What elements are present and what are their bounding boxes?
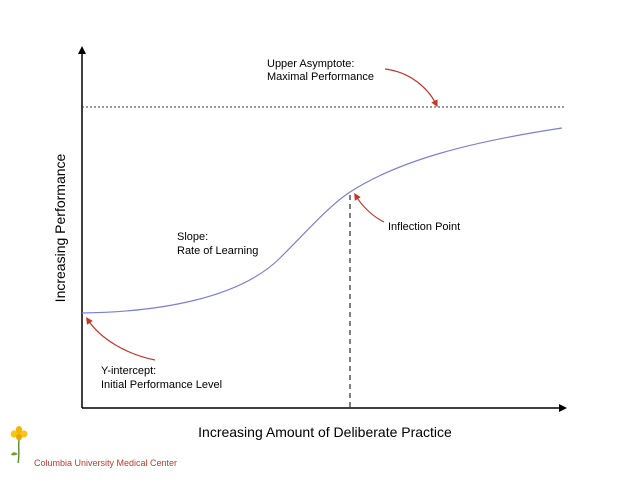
inflection-point-label: Inflection Point (388, 221, 460, 233)
x-axis-label: Increasing Amount of Deliberate Practice (198, 424, 452, 440)
y-intercept-label-2: Initial Performance Level (101, 379, 222, 391)
slope-label-1: Slope: (177, 231, 208, 243)
institution-footer: Columbia University Medical Center (34, 458, 178, 468)
upper-asymptote-label-2: Maximal Performance (267, 71, 374, 83)
y-intercept-label-1: Y-intercept: (101, 365, 156, 377)
flower-logo-icon (10, 426, 28, 464)
y-axis-label: Increasing Performance (52, 153, 68, 302)
y-intercept-arrow (86, 317, 156, 361)
slope-label-2: Rate of Learning (177, 245, 258, 257)
inflection-arrow (354, 192, 385, 223)
learning-curve (81, 127, 563, 314)
upper-asymptote-arrow (384, 68, 438, 108)
upper-asymptote-label-1: Upper Asymptote: (267, 58, 354, 70)
